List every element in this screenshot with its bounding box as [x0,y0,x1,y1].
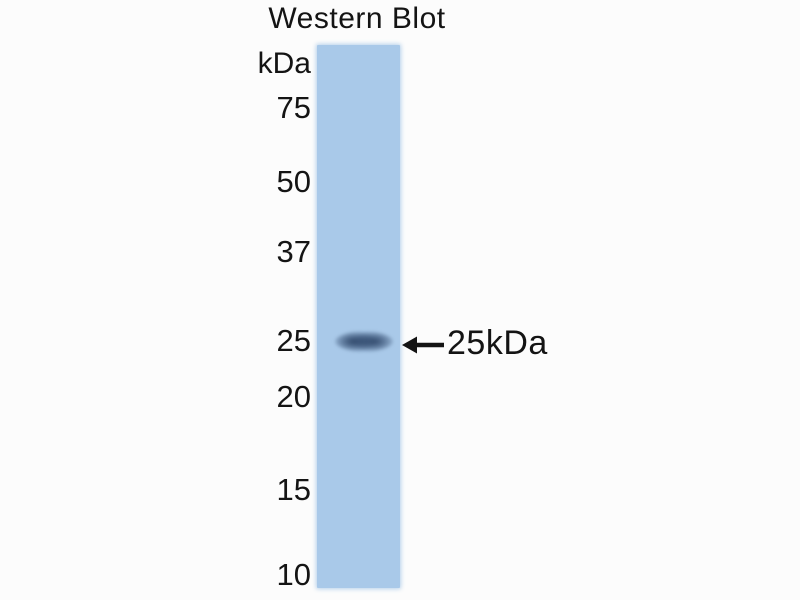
band-annotation: 25kDa [402,324,548,362]
ladder-marker-10: 10 [276,557,311,592]
ladder-marker-15: 15 [276,472,311,507]
band-annotation-label: 25kDa [447,324,548,362]
ladder-marker-37: 37 [276,234,311,269]
ladder-marker-75: 75 [276,90,311,125]
protein-band-25kda [335,331,393,352]
left-arrow-icon [402,336,444,353]
ladder-marker-50: 50 [276,164,311,199]
ladder-marker-20: 20 [276,379,311,414]
blot-lane [317,45,400,588]
ladder-unit-label: kDa [257,47,311,80]
ladder-marker-25: 25 [276,323,311,358]
figure-title: Western Blot [268,2,446,35]
